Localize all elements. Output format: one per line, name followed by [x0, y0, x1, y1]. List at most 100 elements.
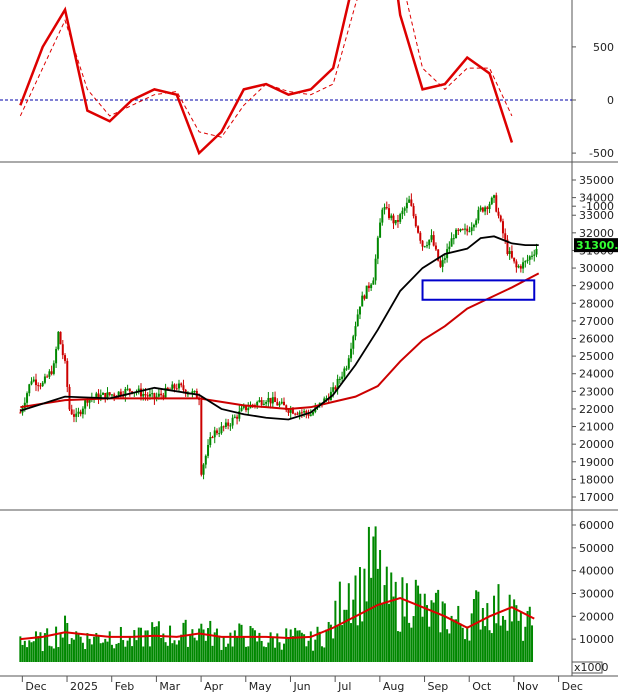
candle-up — [472, 224, 475, 228]
volume-bar — [361, 621, 364, 662]
candle-up — [535, 248, 538, 255]
candle-up — [102, 393, 105, 395]
volume-bar — [251, 628, 254, 662]
volume-bar — [180, 634, 183, 662]
candle-down — [410, 199, 413, 206]
volume-bar — [396, 631, 399, 662]
volume-bar — [370, 577, 373, 662]
y-tick-label: 24000 — [579, 368, 614, 381]
volume-bar — [72, 639, 75, 662]
volume-bar — [329, 624, 332, 662]
candle-up — [193, 390, 196, 392]
candle-down — [68, 386, 71, 410]
candle-up — [358, 306, 361, 315]
candle-down — [417, 226, 420, 233]
volume-bar — [97, 635, 100, 662]
volume-bar — [140, 627, 142, 662]
volume-bar — [374, 526, 377, 662]
candle-down — [162, 395, 165, 398]
volume-bar — [289, 629, 292, 662]
candle-up — [289, 409, 292, 413]
candle-down — [70, 409, 73, 415]
candle-up — [426, 245, 428, 247]
candle-up — [332, 387, 335, 392]
candle-down — [388, 208, 391, 219]
volume-bar — [88, 638, 91, 662]
volume-bar — [262, 646, 265, 662]
x-tick-label: Jun — [292, 680, 310, 693]
volume-bar — [327, 621, 330, 662]
volume-bar — [441, 601, 444, 662]
volume-bar — [338, 581, 341, 662]
candle-up — [484, 207, 487, 212]
candle-up — [350, 348, 353, 359]
volume-bar — [229, 632, 232, 662]
y-tick-label: 19000 — [579, 456, 614, 469]
candle-down — [396, 220, 399, 222]
x-tick-label: Dec — [25, 680, 46, 693]
volume-bar — [463, 639, 466, 662]
volume-bar — [426, 605, 428, 662]
last-price-label: 31300.00 — [576, 239, 618, 252]
candle-up — [262, 403, 265, 405]
volume-bar — [318, 631, 321, 662]
volume-bar — [419, 593, 422, 662]
volume-bar — [323, 647, 326, 662]
volume-bar — [515, 605, 518, 662]
candle-up — [43, 376, 46, 383]
candle-up — [345, 368, 348, 370]
x-tick-label: Oct — [472, 680, 492, 693]
candle-up — [142, 393, 145, 397]
volume-bar — [23, 640, 26, 662]
candle-down — [215, 430, 218, 434]
candle-down — [461, 229, 464, 231]
volume-bar — [392, 596, 395, 662]
volume-bar — [110, 644, 113, 662]
volume-bar — [414, 579, 417, 662]
candle-up — [443, 258, 446, 260]
volume-bar — [343, 609, 346, 662]
volume-unit-box — [571, 661, 603, 674]
volume-bar — [365, 601, 368, 662]
candle-down — [283, 401, 285, 406]
volume-bar — [432, 602, 435, 662]
volume-bar — [233, 630, 236, 662]
y-tick-label: 40000 — [579, 565, 614, 578]
volume-bar — [278, 642, 281, 662]
volume-bar — [173, 640, 176, 662]
candle-down — [414, 216, 417, 227]
volume-bar — [269, 632, 272, 662]
candle-up — [352, 336, 355, 349]
volume-bar — [93, 636, 96, 662]
candle-down — [432, 235, 435, 246]
volume-bar — [334, 600, 337, 662]
candle-up — [28, 384, 31, 394]
volume-bar — [155, 626, 158, 662]
volume-bar — [497, 584, 500, 662]
volume-bar — [198, 628, 201, 662]
candle-up — [41, 382, 44, 386]
y-tick-label: 0 — [607, 94, 614, 107]
volume-bar — [466, 626, 469, 662]
candle-up — [401, 210, 404, 215]
candle-up — [370, 284, 373, 289]
candle-down — [439, 260, 442, 267]
volume-bar — [115, 643, 118, 662]
volume-bar — [43, 633, 46, 662]
candle-down — [300, 412, 303, 414]
y-tick-label: 25000 — [579, 350, 614, 363]
volume-bar — [488, 630, 491, 662]
candle-up — [365, 285, 368, 299]
volume-bar — [372, 536, 375, 662]
candle-down — [519, 266, 522, 269]
candle-up — [278, 403, 281, 406]
candle-down — [175, 388, 178, 390]
volume-bar — [75, 631, 78, 662]
volume-bar — [236, 636, 239, 662]
candle-down — [222, 426, 225, 428]
candle-up — [452, 238, 455, 240]
volume-bar — [52, 648, 55, 662]
volume-bar — [162, 633, 165, 662]
candle-up — [508, 251, 511, 254]
volume-bar — [519, 611, 522, 662]
